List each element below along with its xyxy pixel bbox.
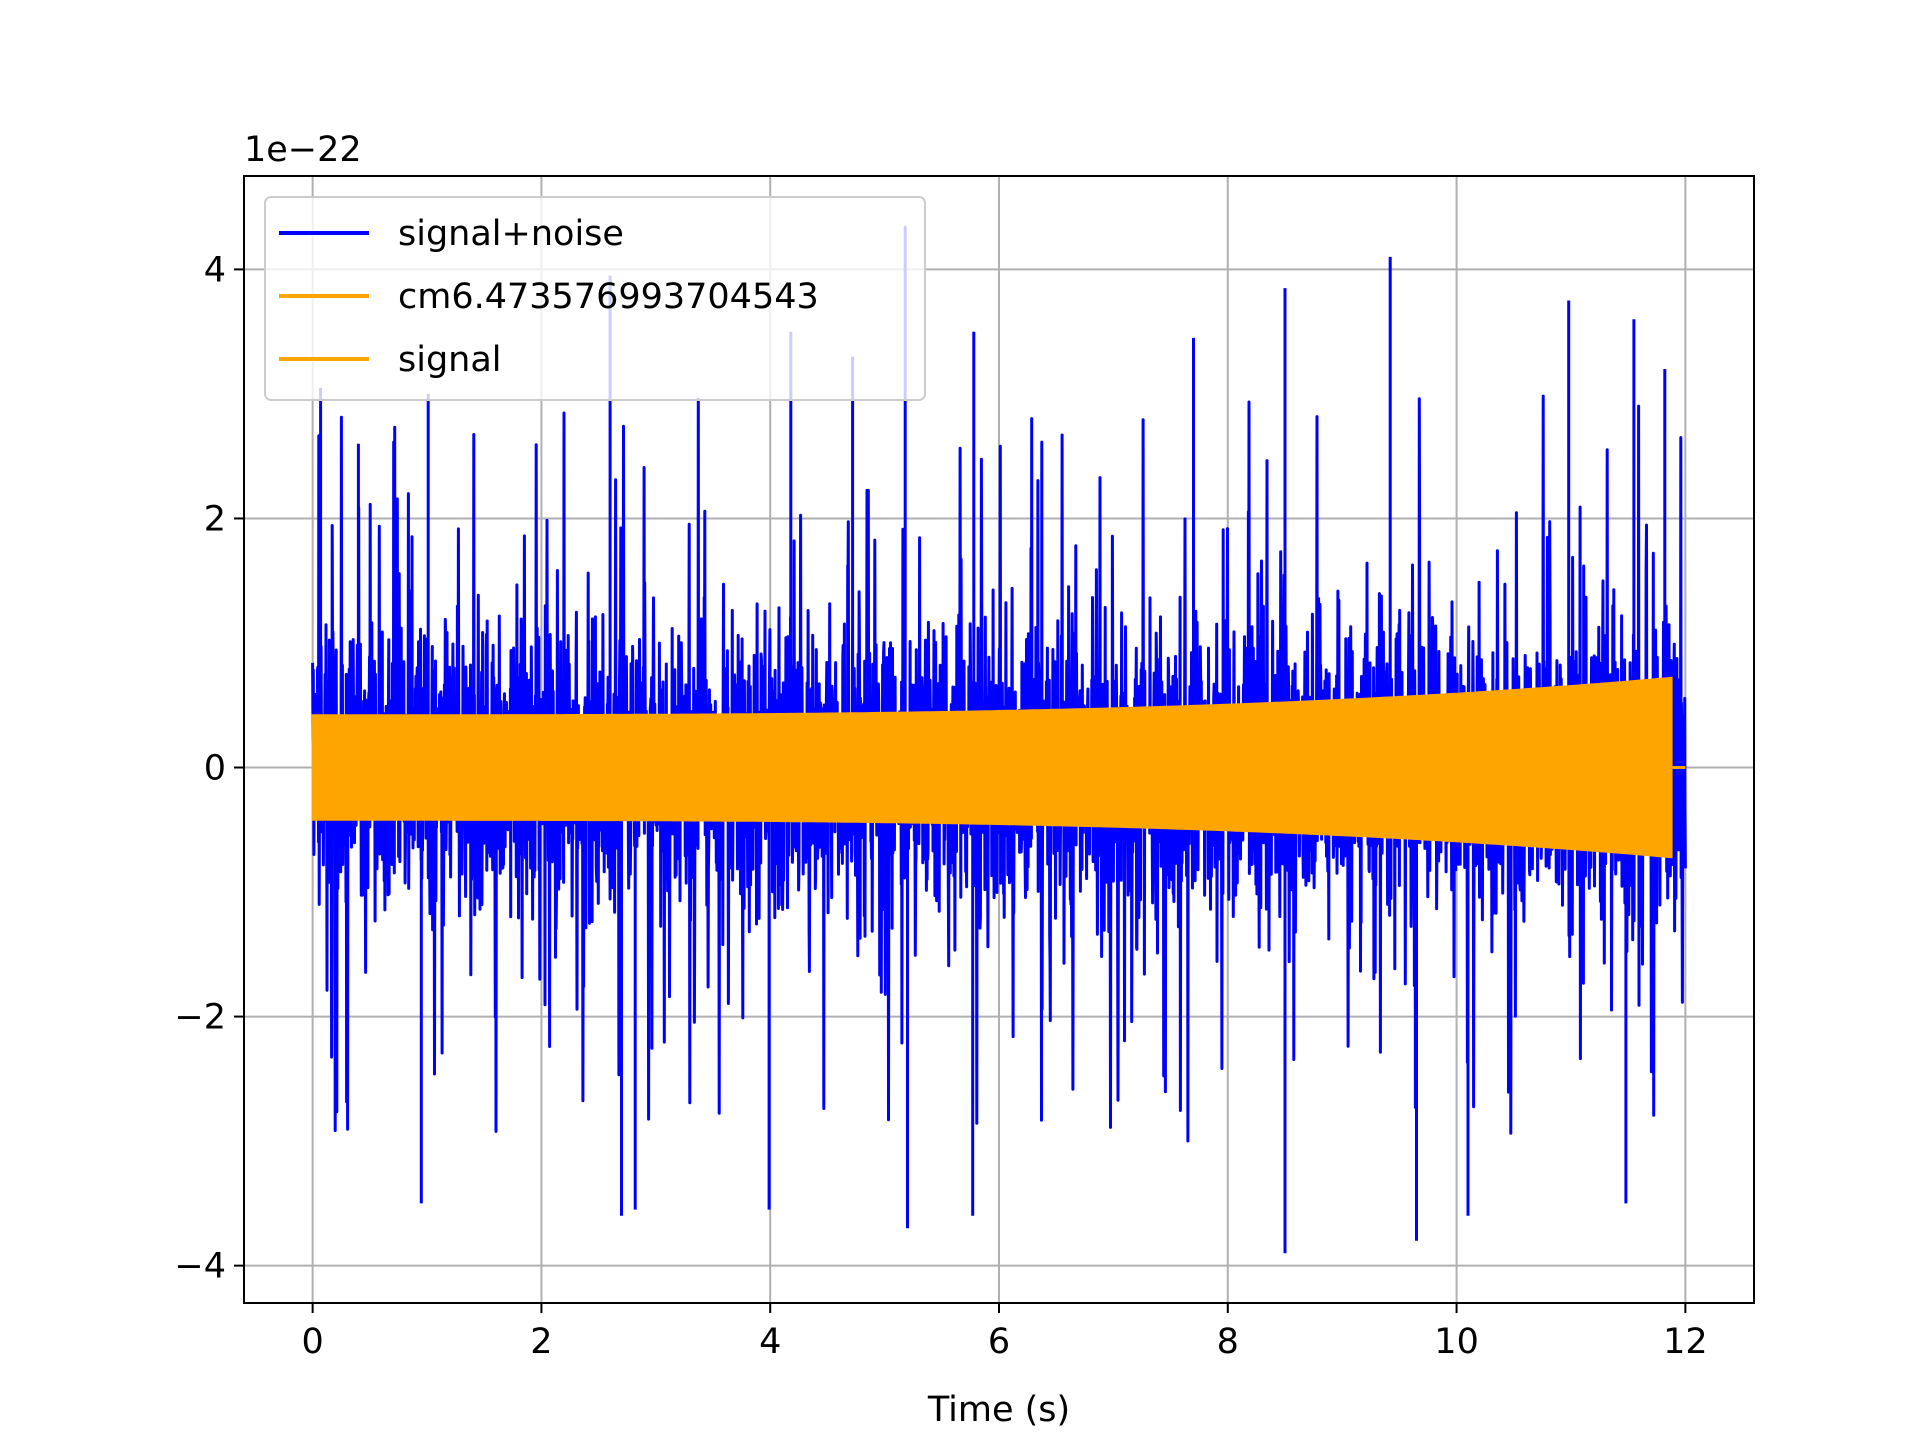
legend-box xyxy=(264,196,926,401)
x-tick-label: 8 xyxy=(1217,1322,1239,1362)
x-tick-label: 6 xyxy=(988,1322,1010,1362)
data-layer xyxy=(311,225,1687,1254)
x-tick-label: 2 xyxy=(530,1322,552,1362)
legend-label-signal: signal xyxy=(398,340,502,380)
x-tick-label: 12 xyxy=(1663,1322,1708,1362)
y-tick-label: 2 xyxy=(204,499,226,539)
y-tick-label: 0 xyxy=(204,749,226,789)
series-line-signal-noise xyxy=(311,225,1687,1254)
x-tick-label: 10 xyxy=(1434,1322,1479,1362)
x-tick-label: 4 xyxy=(759,1322,781,1362)
legend-label-cm: cm6.473576993704543 xyxy=(398,277,819,317)
y-tick-label: −2 xyxy=(174,998,226,1038)
y-tick-label: −4 xyxy=(174,1247,226,1287)
x-axis-label: Time (s) xyxy=(927,1390,1070,1430)
y-offset-label: 1e−22 xyxy=(244,130,362,170)
legend: signal+noise cm6.473576993704543 signal xyxy=(264,196,926,401)
axes: 0 2 4 6 8 10 12 −4 −2 0 2 4 xyxy=(174,250,1707,1362)
x-tick-label: 0 xyxy=(301,1322,323,1362)
legend-label-signal-noise: signal+noise xyxy=(398,214,624,254)
y-tick-label: 4 xyxy=(204,250,226,290)
series-envelope-signal xyxy=(311,676,1673,859)
